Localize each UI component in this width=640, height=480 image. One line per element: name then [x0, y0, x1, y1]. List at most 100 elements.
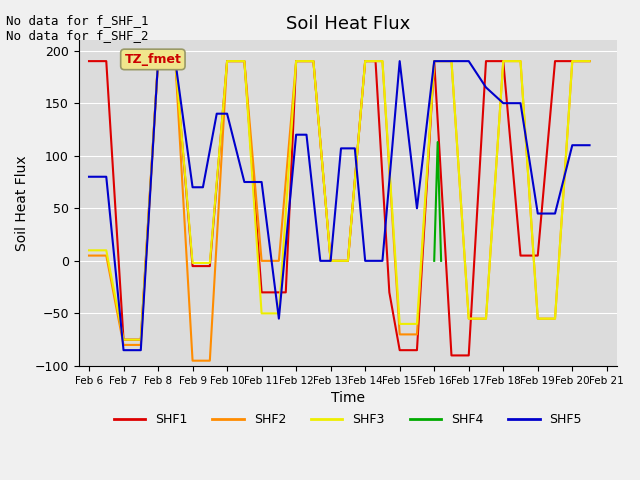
- SHF1: [499, 58, 507, 64]
- SHF5: [379, 258, 387, 264]
- Legend: SHF1, SHF2, SHF3, SHF4, SHF5: SHF1, SHF2, SHF3, SHF4, SHF5: [109, 408, 587, 432]
- SHF2: [172, 58, 179, 64]
- SHF3: [189, 260, 196, 266]
- SHF1: [172, 58, 179, 64]
- SHF2: [516, 58, 524, 64]
- SHF1: [206, 263, 214, 269]
- SHF2: [568, 58, 576, 64]
- SHF5: [482, 84, 490, 90]
- SHF1: [154, 58, 162, 64]
- SHF2: [137, 342, 145, 348]
- Title: Soil Heat Flux: Soil Heat Flux: [286, 15, 410, 33]
- SHF5: [551, 211, 559, 216]
- SHF1: [568, 58, 576, 64]
- SHF3: [551, 316, 559, 322]
- SHF1: [534, 252, 541, 258]
- SHF2: [85, 252, 93, 258]
- SHF5: [465, 58, 472, 64]
- SHF5: [499, 100, 507, 106]
- SHF3: [310, 58, 317, 64]
- SHF2: [551, 316, 559, 322]
- SHF5: [351, 145, 358, 151]
- SHF2: [223, 58, 231, 64]
- SHF2: [465, 316, 472, 322]
- SHF5: [568, 143, 576, 148]
- X-axis label: Time: Time: [331, 391, 365, 405]
- SHF2: [275, 258, 283, 264]
- SHF5: [447, 58, 455, 64]
- SHF5: [223, 111, 231, 117]
- SHF5: [172, 58, 179, 64]
- SHF1: [516, 252, 524, 258]
- SHF1: [327, 258, 335, 264]
- SHF1: [258, 289, 266, 295]
- SHF5: [586, 143, 593, 148]
- SHF3: [327, 258, 335, 264]
- SHF3: [223, 58, 231, 64]
- SHF1: [396, 348, 404, 353]
- SHF3: [430, 58, 438, 64]
- SHF5: [413, 205, 420, 211]
- SHF1: [268, 289, 276, 295]
- SHF3: [534, 316, 541, 322]
- SHF1: [482, 58, 490, 64]
- SHF5: [213, 111, 221, 117]
- SHF3: [206, 260, 214, 266]
- SHF1: [102, 58, 110, 64]
- SHF5: [430, 58, 438, 64]
- SHF3: [362, 58, 369, 64]
- SHF2: [379, 58, 387, 64]
- SHF1: [372, 58, 380, 64]
- SHF1: [282, 289, 290, 295]
- SHF3: [241, 58, 248, 64]
- SHF5: [241, 179, 248, 185]
- SHF3: [447, 58, 455, 64]
- SHF2: [344, 258, 352, 264]
- SHF5: [258, 179, 266, 185]
- SHF3: [258, 311, 266, 316]
- SHF3: [586, 58, 593, 64]
- SHF5: [137, 348, 145, 353]
- SHF3: [85, 248, 93, 253]
- SHF2: [534, 316, 541, 322]
- Text: No data for f_SHF_1
No data for f_SHF_2: No data for f_SHF_1 No data for f_SHF_2: [6, 14, 149, 42]
- SHF1: [189, 263, 196, 269]
- SHF5: [327, 258, 335, 264]
- SHF2: [327, 258, 335, 264]
- SHF3: [120, 337, 127, 343]
- SHF1: [447, 352, 455, 358]
- SHF2: [430, 58, 438, 64]
- SHF5: [199, 184, 207, 190]
- SHF1: [137, 337, 145, 343]
- SHF2: [396, 332, 404, 337]
- SHF1: [362, 58, 369, 64]
- SHF3: [413, 321, 420, 327]
- Line: SHF3: SHF3: [89, 61, 589, 340]
- SHF2: [102, 252, 110, 258]
- SHF5: [316, 258, 324, 264]
- SHF5: [85, 174, 93, 180]
- SHF3: [292, 58, 300, 64]
- SHF4: [430, 258, 438, 264]
- SHF2: [586, 58, 593, 64]
- SHF3: [482, 316, 490, 322]
- SHF1: [344, 258, 352, 264]
- SHF1: [551, 58, 559, 64]
- SHF2: [154, 58, 162, 64]
- SHF3: [344, 258, 352, 264]
- SHF2: [206, 358, 214, 363]
- SHF2: [413, 332, 420, 337]
- SHF3: [137, 337, 145, 343]
- SHF1: [430, 58, 438, 64]
- SHF5: [154, 58, 162, 64]
- SHF5: [516, 100, 524, 106]
- Line: SHF2: SHF2: [89, 61, 589, 360]
- SHF5: [102, 174, 110, 180]
- SHF1: [292, 58, 300, 64]
- SHF2: [482, 316, 490, 322]
- SHF5: [337, 145, 345, 151]
- Line: SHF4: SHF4: [434, 142, 441, 261]
- SHF3: [465, 316, 472, 322]
- SHF3: [379, 58, 387, 64]
- SHF1: [120, 337, 127, 343]
